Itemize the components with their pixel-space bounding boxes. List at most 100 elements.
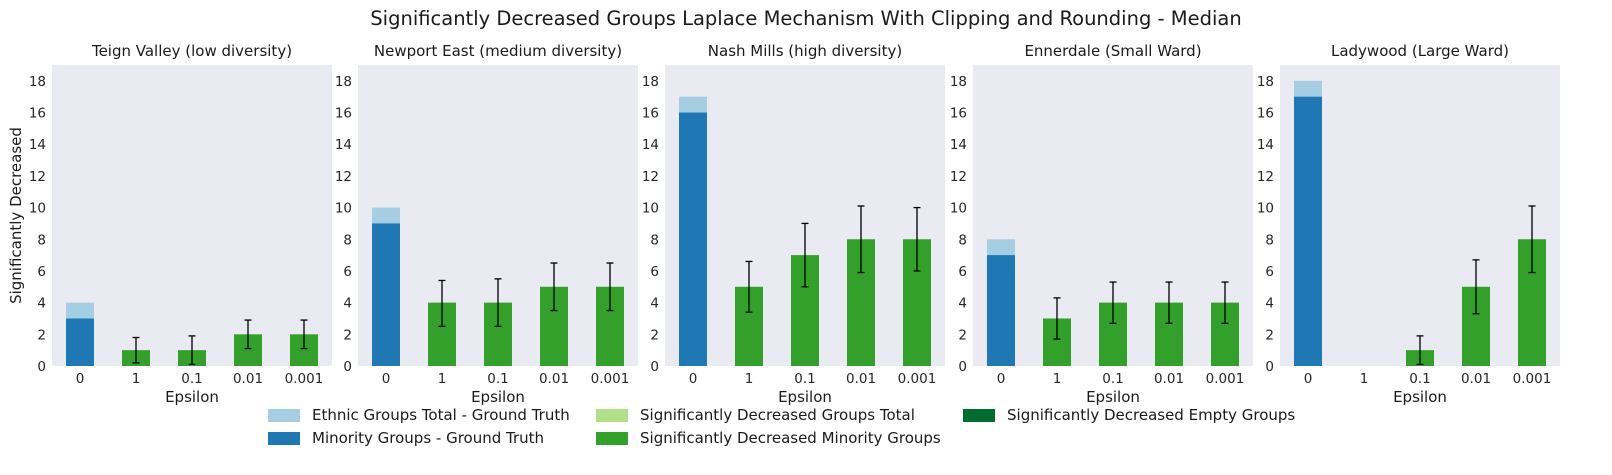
bar-minority-ground-truth: [372, 223, 400, 366]
y-tick-label: 4: [958, 296, 967, 312]
chart-panels: Teign Valley (low diversity)024681012141…: [7, 42, 1560, 406]
y-tick-label: 18: [642, 74, 659, 90]
error-bar: [1528, 205, 1536, 274]
y-tick-label: 12: [950, 169, 967, 185]
y-tick-label: 0: [958, 359, 967, 375]
x-tick-label: 1: [1053, 371, 1062, 387]
subplot-4: Ennerdale (Small Ward) 0 2 4 6 8 10 12 14 16 18 0 1 0…: [950, 42, 1253, 406]
legend-swatch-minority-gt: [268, 431, 300, 445]
x-tick-label: 0.001: [285, 371, 324, 387]
y-tick-label: 12: [29, 169, 46, 185]
y-axis-label: Significantly Decreased: [7, 127, 25, 304]
x-tick-label: 0.01: [1461, 371, 1491, 387]
x-tick-label: 1: [1360, 371, 1369, 387]
y-tick-label: 2: [343, 327, 352, 343]
legend-label: Significantly Decreased Groups Total: [640, 406, 915, 424]
y-tick-label: 2: [37, 327, 46, 343]
subplot-title: Ennerdale (Small Ward): [1024, 42, 1201, 60]
bar-minority-ground-truth: [679, 112, 707, 367]
subplot-title: Nash Mills (high diversity): [708, 42, 902, 60]
plot-area: [1280, 65, 1560, 366]
error-bar: [606, 262, 614, 312]
subplot-title: Newport East (medium diversity): [374, 42, 622, 60]
y-tick-label: 6: [343, 264, 352, 280]
error-bar: [1221, 281, 1229, 324]
legend-item-ethnic-total: Ethnic Groups Total - Ground Truth: [268, 404, 570, 426]
x-tick-label: 0.1: [1102, 371, 1123, 387]
y-tick-label: 2: [1265, 327, 1274, 343]
x-tick-label: 0: [689, 371, 698, 387]
x-tick-label: 0: [997, 371, 1006, 387]
y-tick-label: 18: [1257, 74, 1274, 90]
error-bar: [857, 205, 865, 274]
y-tick-label: 16: [950, 106, 967, 122]
y-tick-label: 6: [1265, 264, 1274, 280]
x-tick-label: 0: [76, 371, 85, 387]
y-tick-label: 16: [1257, 106, 1274, 122]
x-tick-label: 0.1: [794, 371, 815, 387]
legend-item-sig-dec-minority: Significantly Decreased Minority Groups: [596, 427, 941, 449]
x-tick-label: 0.01: [846, 371, 876, 387]
x-tick-label: 0.001: [1206, 371, 1245, 387]
y-tick-label: 10: [1257, 201, 1274, 217]
x-axis-label: Epsilon: [1086, 388, 1140, 406]
x-tick-label: 0.1: [181, 371, 202, 387]
y-tick-label: 4: [343, 296, 352, 312]
legend-item-sig-dec-total: Significantly Decreased Groups Total: [596, 404, 915, 426]
x-tick-label: 0.01: [233, 371, 263, 387]
y-tick-label: 18: [335, 74, 352, 90]
y-tick-label: 0: [37, 359, 46, 375]
error-bar: [300, 319, 308, 350]
x-tick-label: 1: [132, 371, 141, 387]
subplot-title: Teign Valley (low diversity): [91, 42, 292, 60]
subplot-3: Nash Mills (high diversity)0246810121416…: [642, 42, 945, 406]
y-tick-label: 12: [335, 169, 352, 185]
error-bar: [550, 262, 558, 312]
subplot-5: Ladywood (Large Ward) 0 2 4 6 8 10 12 14 16 18 0 1 0.…: [1257, 42, 1560, 406]
subplot-1: Teign Valley (low diversity)024681012141…: [7, 42, 332, 406]
x-axis-label: Epsilon: [778, 388, 832, 406]
y-tick-label: 14: [29, 137, 46, 153]
subplot-title: Ladywood (Large Ward): [1331, 42, 1509, 60]
y-tick-label: 18: [29, 74, 46, 90]
legend: Ethnic Groups Total - Ground Truth Minor…: [268, 404, 1368, 454]
legend-label: Minority Groups - Ground Truth: [312, 429, 545, 447]
x-axis-label: Epsilon: [471, 388, 525, 406]
subplot-2: Newport East (medium diversity) 0 2 4 6 8 10 12…: [335, 42, 638, 406]
bar-minority-ground-truth: [66, 318, 94, 366]
y-tick-label: 6: [37, 264, 46, 280]
error-bar: [1416, 335, 1424, 366]
y-tick-label: 14: [642, 137, 659, 153]
figure-title: Significantly Decreased Groups Laplace M…: [370, 7, 1241, 30]
y-tick-label: 10: [335, 201, 352, 217]
x-tick-label: 0.01: [539, 371, 569, 387]
y-tick-label: 2: [958, 327, 967, 343]
x-axis-label: Epsilon: [165, 388, 219, 406]
bar-minority-ground-truth: [987, 255, 1015, 366]
y-tick-label: 6: [650, 264, 659, 280]
legend-swatch-sig-dec-total: [596, 408, 628, 422]
y-tick-label: 8: [1265, 232, 1274, 248]
error-bar: [188, 335, 196, 366]
legend-swatch-ethnic-total: [268, 408, 300, 422]
error-bar: [801, 222, 809, 288]
y-tick-label: 16: [335, 106, 352, 122]
y-tick-label: 4: [1265, 296, 1274, 312]
x-axis-label: Epsilon: [1393, 388, 1447, 406]
y-tick-label: 12: [642, 169, 659, 185]
error-bar: [1109, 281, 1117, 324]
legend-label: Significantly Decreased Minority Groups: [640, 429, 941, 447]
x-tick-label: 0: [1304, 371, 1313, 387]
x-tick-label: 0.1: [1409, 371, 1430, 387]
legend-swatch-sig-dec-minority: [596, 431, 628, 445]
x-tick-label: 0.001: [1513, 371, 1552, 387]
error-bar: [1165, 281, 1173, 324]
y-tick-label: 8: [343, 232, 352, 248]
legend-label: Ethnic Groups Total - Ground Truth: [312, 406, 570, 424]
y-tick-label: 0: [343, 359, 352, 375]
y-tick-label: 14: [950, 137, 967, 153]
legend-item-sig-dec-empty: Significantly Decreased Empty Groups: [963, 404, 1295, 426]
y-tick-label: 18: [950, 74, 967, 90]
y-tick-label: 16: [642, 106, 659, 122]
